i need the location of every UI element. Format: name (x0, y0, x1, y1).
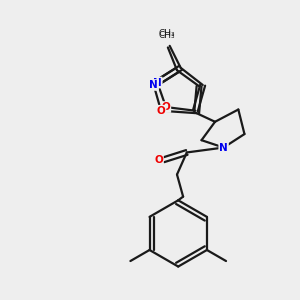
Text: O: O (154, 155, 163, 165)
Text: CH₃: CH₃ (159, 29, 175, 38)
Text: CH₃: CH₃ (158, 31, 175, 40)
Text: N: N (219, 142, 228, 152)
Text: O: O (162, 102, 170, 112)
Text: N: N (153, 77, 162, 88)
Text: N: N (149, 80, 158, 90)
Text: O: O (157, 106, 165, 116)
